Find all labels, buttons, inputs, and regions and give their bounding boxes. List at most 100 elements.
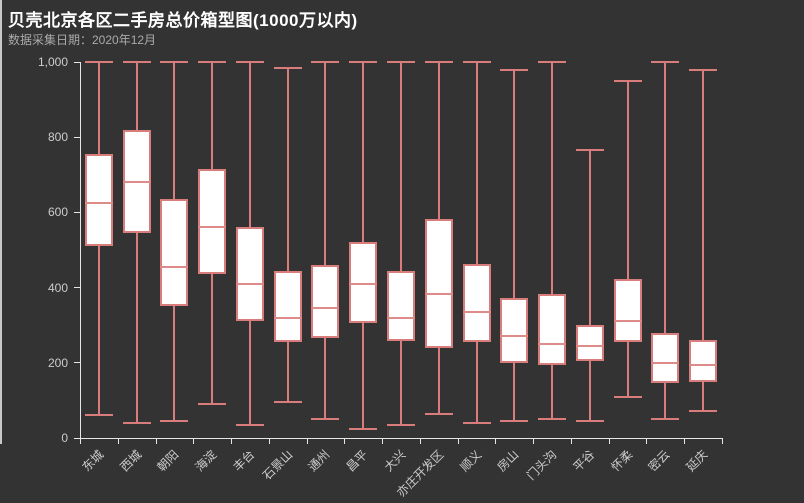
- x-axis-label: 海淀: [192, 447, 220, 475]
- box-body-房山[interactable]: [500, 298, 529, 363]
- x-axis-tick: [495, 438, 497, 444]
- whisker-lower-line: [475, 342, 478, 423]
- whisker-max-cap: [613, 79, 642, 82]
- median-line: [651, 361, 680, 364]
- chart-subtitle: 数据采集日期：2020年12月: [8, 33, 157, 47]
- whisker-upper-line: [513, 69, 516, 299]
- x-axis-tick: [608, 438, 610, 444]
- whisker-min-cap: [198, 403, 227, 406]
- whisker-lower-line: [97, 246, 100, 416]
- median-line: [84, 202, 113, 204]
- box-body-东城[interactable]: [84, 154, 113, 247]
- y-axis-label: 800: [47, 130, 68, 145]
- whisker-max-cap: [349, 61, 378, 63]
- whisker-upper-line: [626, 80, 629, 279]
- box-body-海淀[interactable]: [198, 169, 227, 275]
- x-axis-label: 石景山: [259, 447, 296, 483]
- median-line: [538, 343, 567, 345]
- x-axis-label: 门头沟: [524, 447, 560, 483]
- y-axis-tick: [74, 136, 80, 138]
- box-body-大兴[interactable]: [387, 271, 415, 341]
- y-axis-tick: [74, 437, 80, 439]
- whisker-min-cap: [273, 401, 302, 404]
- whisker-upper-line: [400, 62, 402, 272]
- whisker-max-cap: [122, 61, 151, 63]
- box-body-石景山[interactable]: [273, 270, 302, 343]
- median-line: [198, 226, 227, 229]
- whisker-upper-line: [702, 69, 705, 341]
- box-body-朝阳[interactable]: [160, 199, 189, 307]
- box-body-平谷[interactable]: [575, 325, 604, 361]
- median-line: [349, 282, 378, 285]
- whisker-lower-line: [437, 347, 440, 414]
- x-axis-label: 平谷: [570, 447, 598, 475]
- whisker-min-cap: [84, 414, 113, 417]
- whisker-min-cap: [613, 395, 642, 398]
- whisker-lower-line: [211, 274, 214, 405]
- median-line: [273, 316, 302, 319]
- x-axis-tick: [268, 438, 270, 444]
- whisker-lower-line: [286, 342, 289, 403]
- x-axis-tick: [419, 438, 421, 444]
- whisker-max-cap: [424, 61, 453, 63]
- whisker-upper-line: [286, 67, 289, 271]
- x-axis-label: 顺义: [456, 447, 484, 475]
- box-body-门头沟[interactable]: [538, 294, 567, 366]
- x-axis-line: [80, 438, 722, 439]
- y-axis-tick: [74, 211, 80, 213]
- x-axis-tick: [457, 438, 459, 444]
- x-axis-label: 密云: [645, 447, 673, 475]
- whisker-max-cap: [689, 68, 718, 71]
- median-line: [689, 363, 718, 366]
- x-axis-tick: [193, 438, 195, 444]
- median-line: [387, 316, 415, 319]
- x-axis-label: 大兴: [381, 447, 409, 475]
- whisker-lower-line: [400, 340, 402, 425]
- whisker-min-cap: [160, 420, 189, 423]
- x-axis-label: 东城: [79, 447, 107, 475]
- x-axis-label: 房山: [494, 447, 522, 475]
- whisker-upper-line: [97, 62, 100, 155]
- median-line: [424, 292, 453, 295]
- whisker-max-cap: [235, 61, 264, 63]
- box-body-怀柔[interactable]: [613, 278, 642, 343]
- y-axis-label: 600: [47, 205, 68, 220]
- whisker-max-cap: [538, 61, 567, 63]
- whisker-lower-line: [135, 233, 138, 423]
- whisker-min-cap: [235, 423, 264, 426]
- whisker-upper-line: [324, 62, 327, 266]
- y-axis-label: 400: [47, 280, 68, 295]
- whisker-upper-line: [248, 62, 251, 228]
- box-body-丰台[interactable]: [235, 227, 264, 322]
- median-line: [235, 282, 264, 285]
- x-axis-tick: [344, 438, 346, 444]
- median-line: [575, 344, 604, 347]
- box-body-亦庄开发区[interactable]: [424, 218, 453, 348]
- box-body-通州[interactable]: [311, 265, 340, 339]
- whisker-max-cap: [500, 68, 529, 71]
- whisker-min-cap: [122, 421, 151, 424]
- median-line: [311, 307, 340, 310]
- box-body-顺义[interactable]: [462, 264, 491, 343]
- whisker-max-cap: [651, 61, 680, 63]
- whisker-lower-line: [664, 383, 667, 420]
- whisker-lower-line: [626, 342, 629, 397]
- x-axis-tick: [570, 438, 572, 444]
- whisker-min-cap: [651, 418, 680, 421]
- whisker-min-cap: [689, 409, 718, 412]
- x-axis-label: 昌平: [343, 447, 371, 475]
- x-axis-label: 怀柔: [608, 447, 635, 475]
- x-axis-tick: [684, 438, 686, 444]
- whisker-upper-line: [173, 62, 176, 200]
- window-left-edge: [0, 0, 2, 444]
- x-axis-tick: [306, 438, 308, 444]
- whisker-min-cap: [349, 427, 378, 430]
- box-body-密云[interactable]: [651, 332, 680, 384]
- whisker-upper-line: [664, 62, 667, 333]
- whisker-upper-line: [551, 62, 554, 295]
- whisker-upper-line: [437, 62, 440, 219]
- box-body-延庆[interactable]: [689, 340, 718, 382]
- x-axis-tick: [117, 438, 119, 444]
- whisker-upper-line: [211, 62, 214, 170]
